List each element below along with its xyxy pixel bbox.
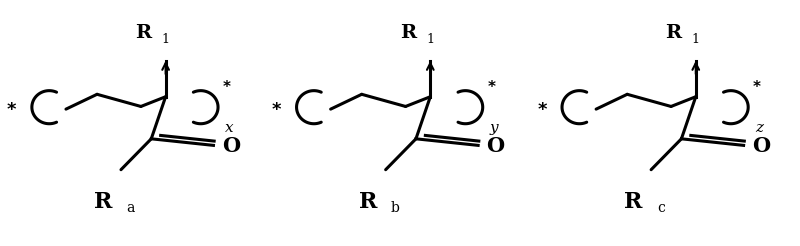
Text: x: x [225, 121, 234, 135]
Text: *: * [537, 101, 546, 119]
Text: z: z [755, 121, 763, 135]
Text: c: c [657, 201, 665, 215]
Text: O: O [222, 136, 240, 156]
Text: *: * [753, 80, 761, 95]
Text: 1: 1 [692, 32, 700, 46]
Text: R: R [624, 191, 642, 213]
Text: 1: 1 [426, 32, 434, 46]
Text: *: * [7, 101, 17, 119]
Text: R: R [400, 25, 416, 43]
Text: R: R [666, 25, 682, 43]
Text: *: * [488, 80, 496, 95]
Text: R: R [359, 191, 378, 213]
Text: O: O [752, 136, 770, 156]
Text: *: * [272, 101, 281, 119]
Text: *: * [223, 80, 231, 95]
Text: R: R [94, 191, 113, 213]
Text: 1: 1 [162, 32, 170, 46]
Text: y: y [490, 121, 498, 135]
Text: b: b [390, 201, 400, 215]
Text: R: R [135, 25, 151, 43]
Text: a: a [126, 201, 134, 215]
Text: O: O [486, 136, 505, 156]
